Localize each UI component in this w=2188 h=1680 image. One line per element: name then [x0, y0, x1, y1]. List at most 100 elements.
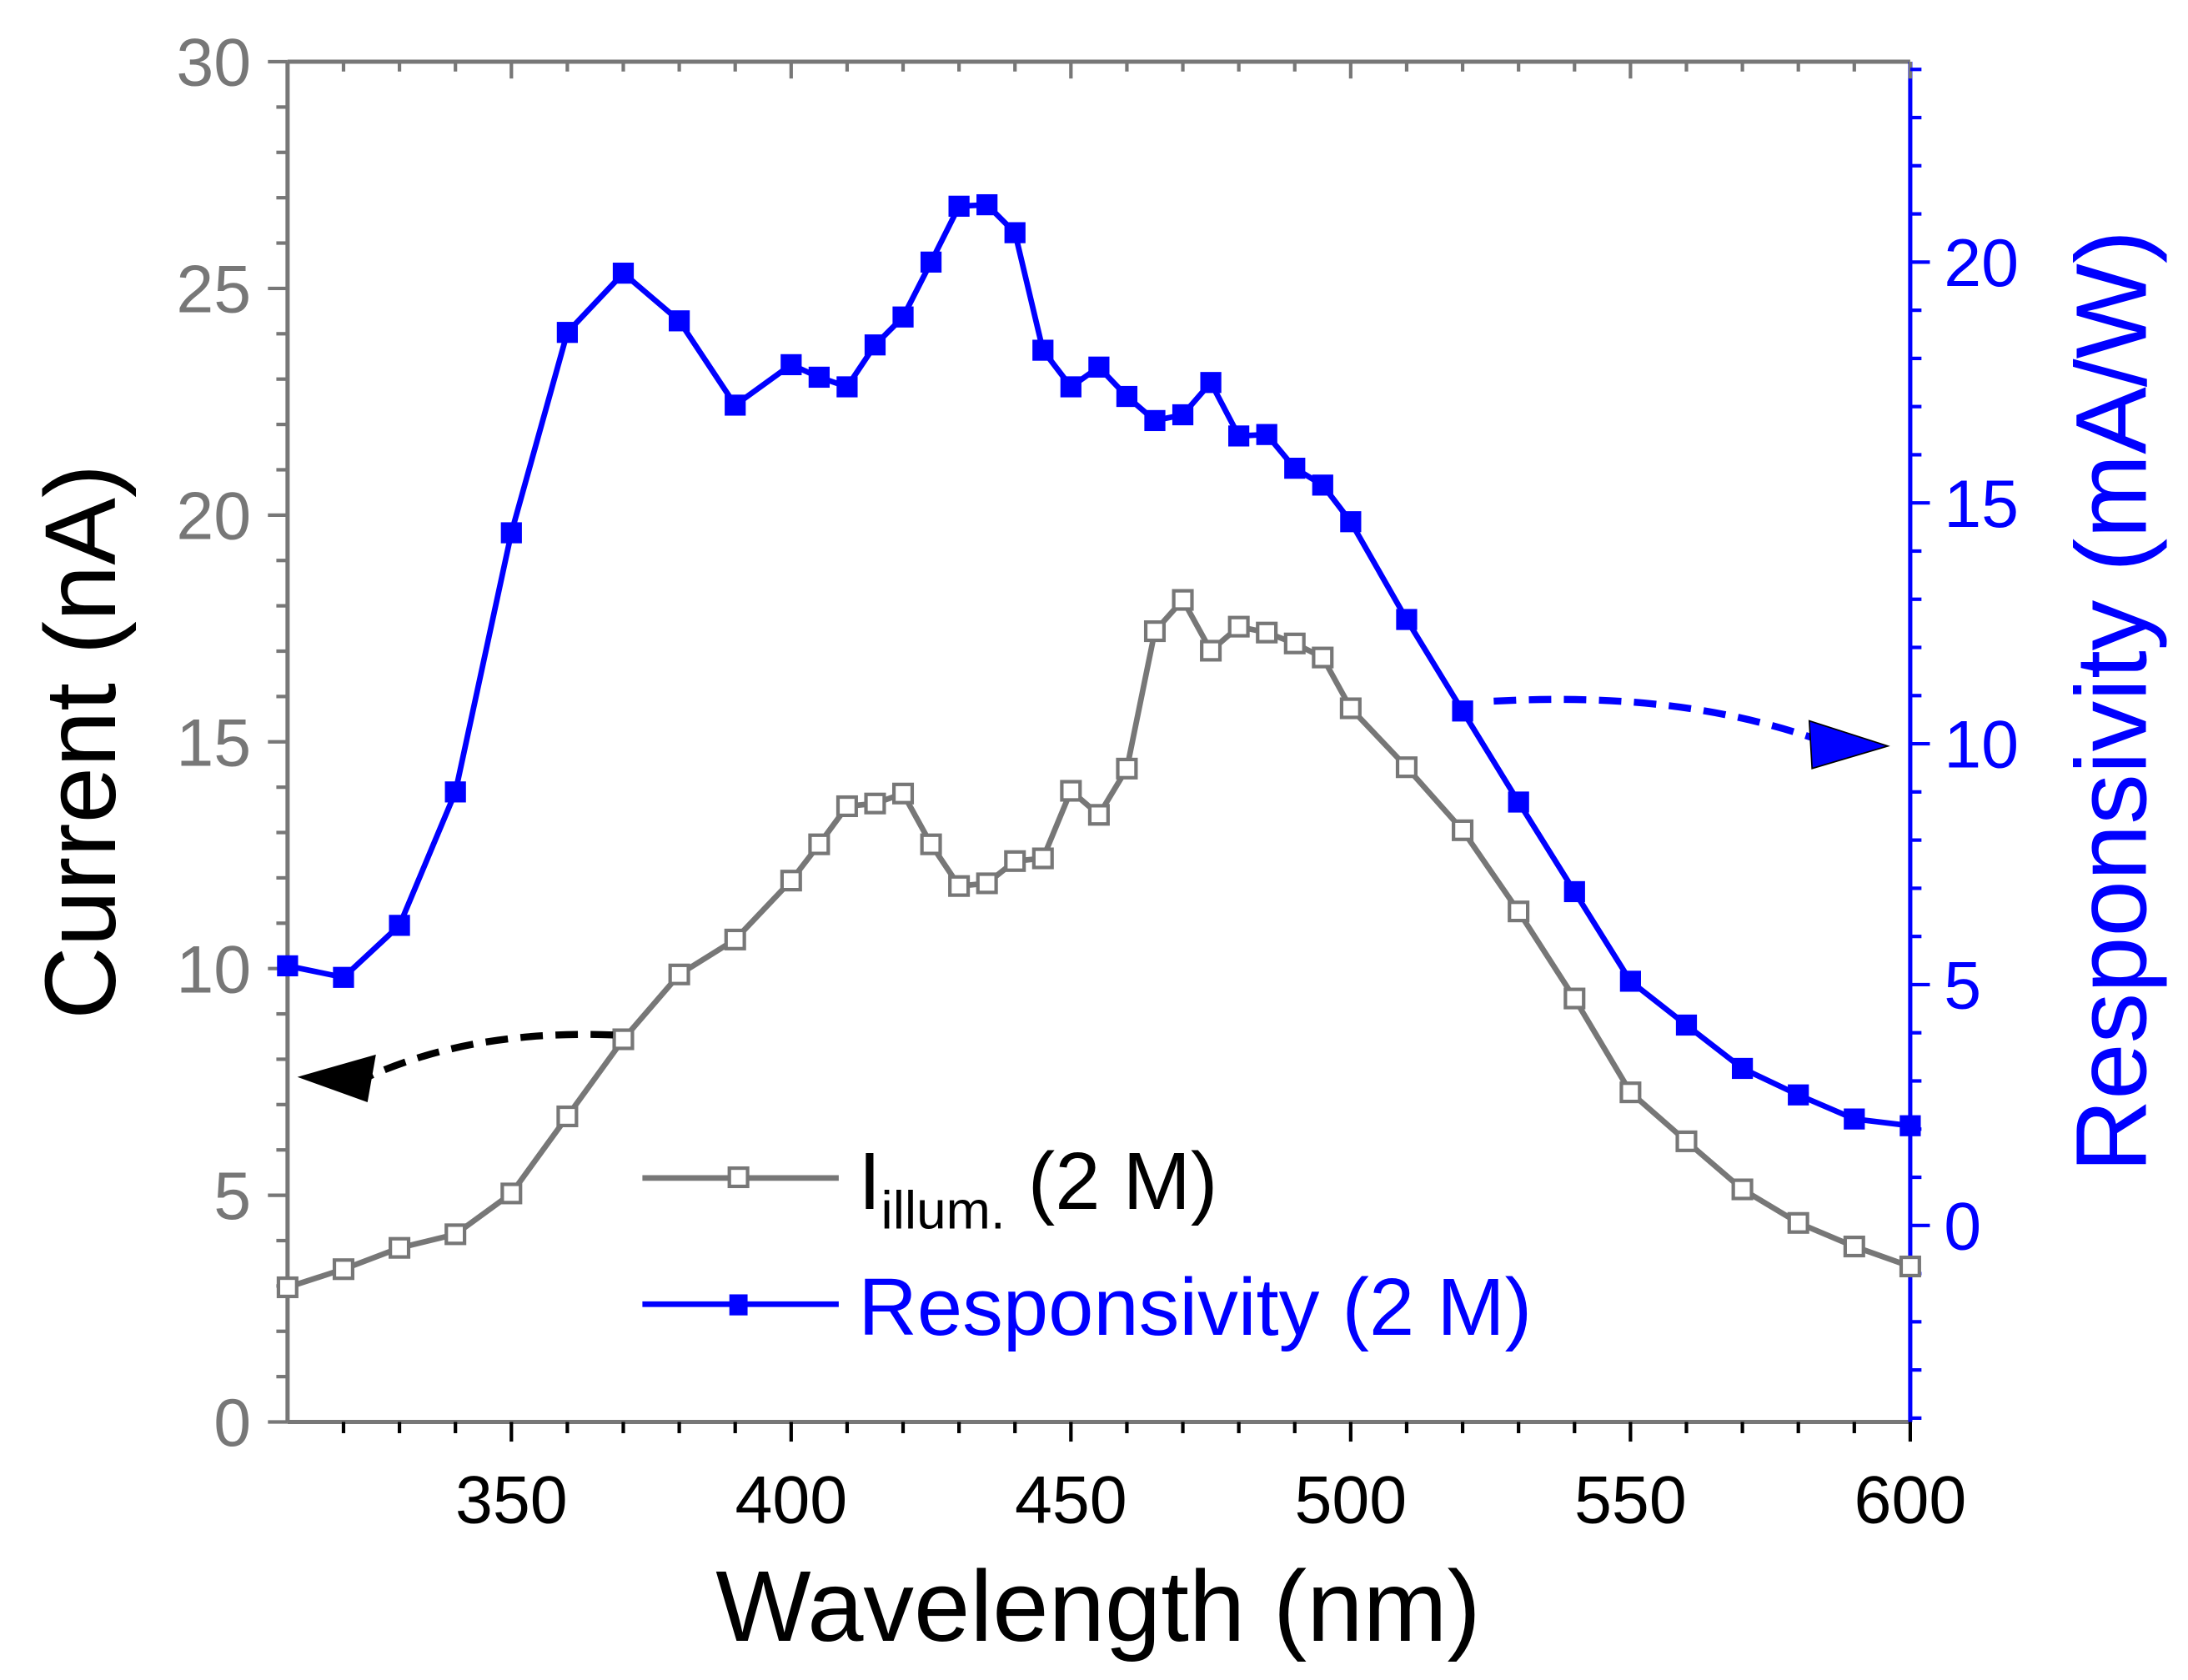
current-point [836, 795, 858, 818]
current-point [612, 1028, 635, 1051]
series [276, 193, 1921, 1299]
current-point [1899, 1255, 1921, 1278]
responsivity-point [1452, 700, 1473, 722]
current-point [1116, 757, 1138, 780]
responsivity-point [444, 781, 466, 803]
current-point [556, 1105, 579, 1128]
current-point [1843, 1236, 1865, 1258]
responsivity-point [780, 354, 802, 376]
x-axis-title: Wavelength (nm) [715, 1549, 1481, 1662]
legend-item-responsivity: Responsivity (2 M) [642, 1261, 1532, 1352]
current-point [1731, 1178, 1754, 1201]
responsivity-point [1675, 1014, 1698, 1036]
current-point [1563, 987, 1586, 1010]
current-point [1619, 1081, 1642, 1104]
responsivity-point [920, 251, 942, 273]
left-tick-label: 5 [213, 1159, 251, 1234]
x-tick-label: 350 [455, 1463, 568, 1538]
current-point [1256, 621, 1278, 644]
current-point [1339, 697, 1362, 720]
responsivity-point [1563, 880, 1585, 903]
current-point [444, 1223, 467, 1246]
right-tick-label: 20 [1944, 226, 2019, 301]
responsivity-point [1788, 1084, 1809, 1106]
responsivity-point [668, 310, 690, 332]
current-point [389, 1236, 411, 1259]
current-point [976, 872, 998, 895]
current-point [1031, 847, 1054, 870]
current-line [286, 594, 1912, 1291]
left-axis-arrow [297, 1031, 614, 1103]
responsivity-point [1256, 424, 1277, 445]
responsivity-point [725, 394, 746, 416]
current-point [891, 782, 915, 805]
left-tick-label: 0 [213, 1386, 251, 1461]
left-tick-label: 25 [176, 253, 251, 328]
responsivity-point [1200, 372, 1222, 394]
right-tick-label: 15 [1944, 467, 2019, 542]
right-axis-title: Responsivity (mA/W) [2054, 230, 2167, 1172]
responsivity-point [1899, 1115, 1921, 1136]
current-point [1004, 850, 1026, 872]
left-tick-label: 20 [176, 479, 251, 554]
responsivity-point [333, 966, 354, 988]
responsivity-point [1032, 339, 1054, 361]
responsivity-point [612, 263, 635, 284]
responsivity-point [892, 306, 914, 328]
x-tick-label: 400 [735, 1463, 847, 1538]
current-point [276, 1276, 299, 1299]
responsivity-point [1340, 511, 1362, 533]
responsivity-point [1619, 970, 1641, 992]
legend-label-responsivity: Responsivity (2 M) [858, 1261, 1532, 1352]
current-point [1227, 615, 1250, 638]
current-point [1312, 646, 1334, 669]
responsivity-point [1844, 1108, 1865, 1130]
current-point [1508, 900, 1530, 923]
current-point [780, 870, 802, 892]
responsivity-point [1508, 791, 1529, 813]
left-tick-label: 10 [176, 932, 251, 1007]
legend-item-current: Iillum. (2 M) [642, 1136, 1218, 1240]
responsivity-point [1284, 457, 1306, 479]
current-point [332, 1258, 355, 1281]
current-point [724, 928, 746, 950]
responsivity-line [287, 202, 1911, 1129]
responsivity-point [500, 522, 522, 544]
legend-label-current: I [858, 1136, 881, 1226]
responsivity-point [1396, 609, 1418, 630]
responsivity-point [1312, 474, 1333, 496]
legend: Iillum. (2 M) Responsivity (2 M) [642, 1136, 1532, 1352]
current-point [1060, 780, 1082, 802]
current-point [1143, 620, 1167, 643]
current-point [500, 1182, 523, 1205]
responsivity-point [389, 915, 410, 936]
right-tick-label: 0 [1944, 1189, 1981, 1264]
current-point [668, 963, 690, 985]
responsivity-point [1144, 409, 1166, 432]
responsivity-point [1060, 376, 1081, 398]
responsivity-point [1731, 1057, 1754, 1080]
responsivity-point [864, 334, 886, 356]
x-tick-label: 600 [1854, 1463, 1967, 1538]
x-tick-label: 550 [1574, 1463, 1687, 1538]
current-point [1283, 632, 1306, 654]
responsivity-point [1172, 404, 1194, 426]
current-point [1395, 756, 1418, 779]
x-tick-label: 450 [1015, 1463, 1127, 1538]
right-axis-arrow [1493, 695, 1890, 770]
responsivity-point [976, 193, 998, 216]
right-tick-label: 10 [1944, 708, 2019, 783]
current-point [1087, 804, 1110, 826]
responsivity-point [1116, 385, 1138, 408]
right-tick-label: 5 [1944, 949, 1981, 1024]
responsivity-point [1088, 356, 1110, 378]
current-point [1675, 1130, 1698, 1152]
responsivity-point [277, 955, 299, 977]
current-point [1200, 639, 1222, 662]
left-tick-label: 30 [176, 26, 251, 101]
legend-label-current-suffix: (2 M) [1006, 1136, 1218, 1226]
current-point [1172, 589, 1194, 611]
current-point [920, 833, 942, 855]
current-point [1787, 1211, 1809, 1234]
